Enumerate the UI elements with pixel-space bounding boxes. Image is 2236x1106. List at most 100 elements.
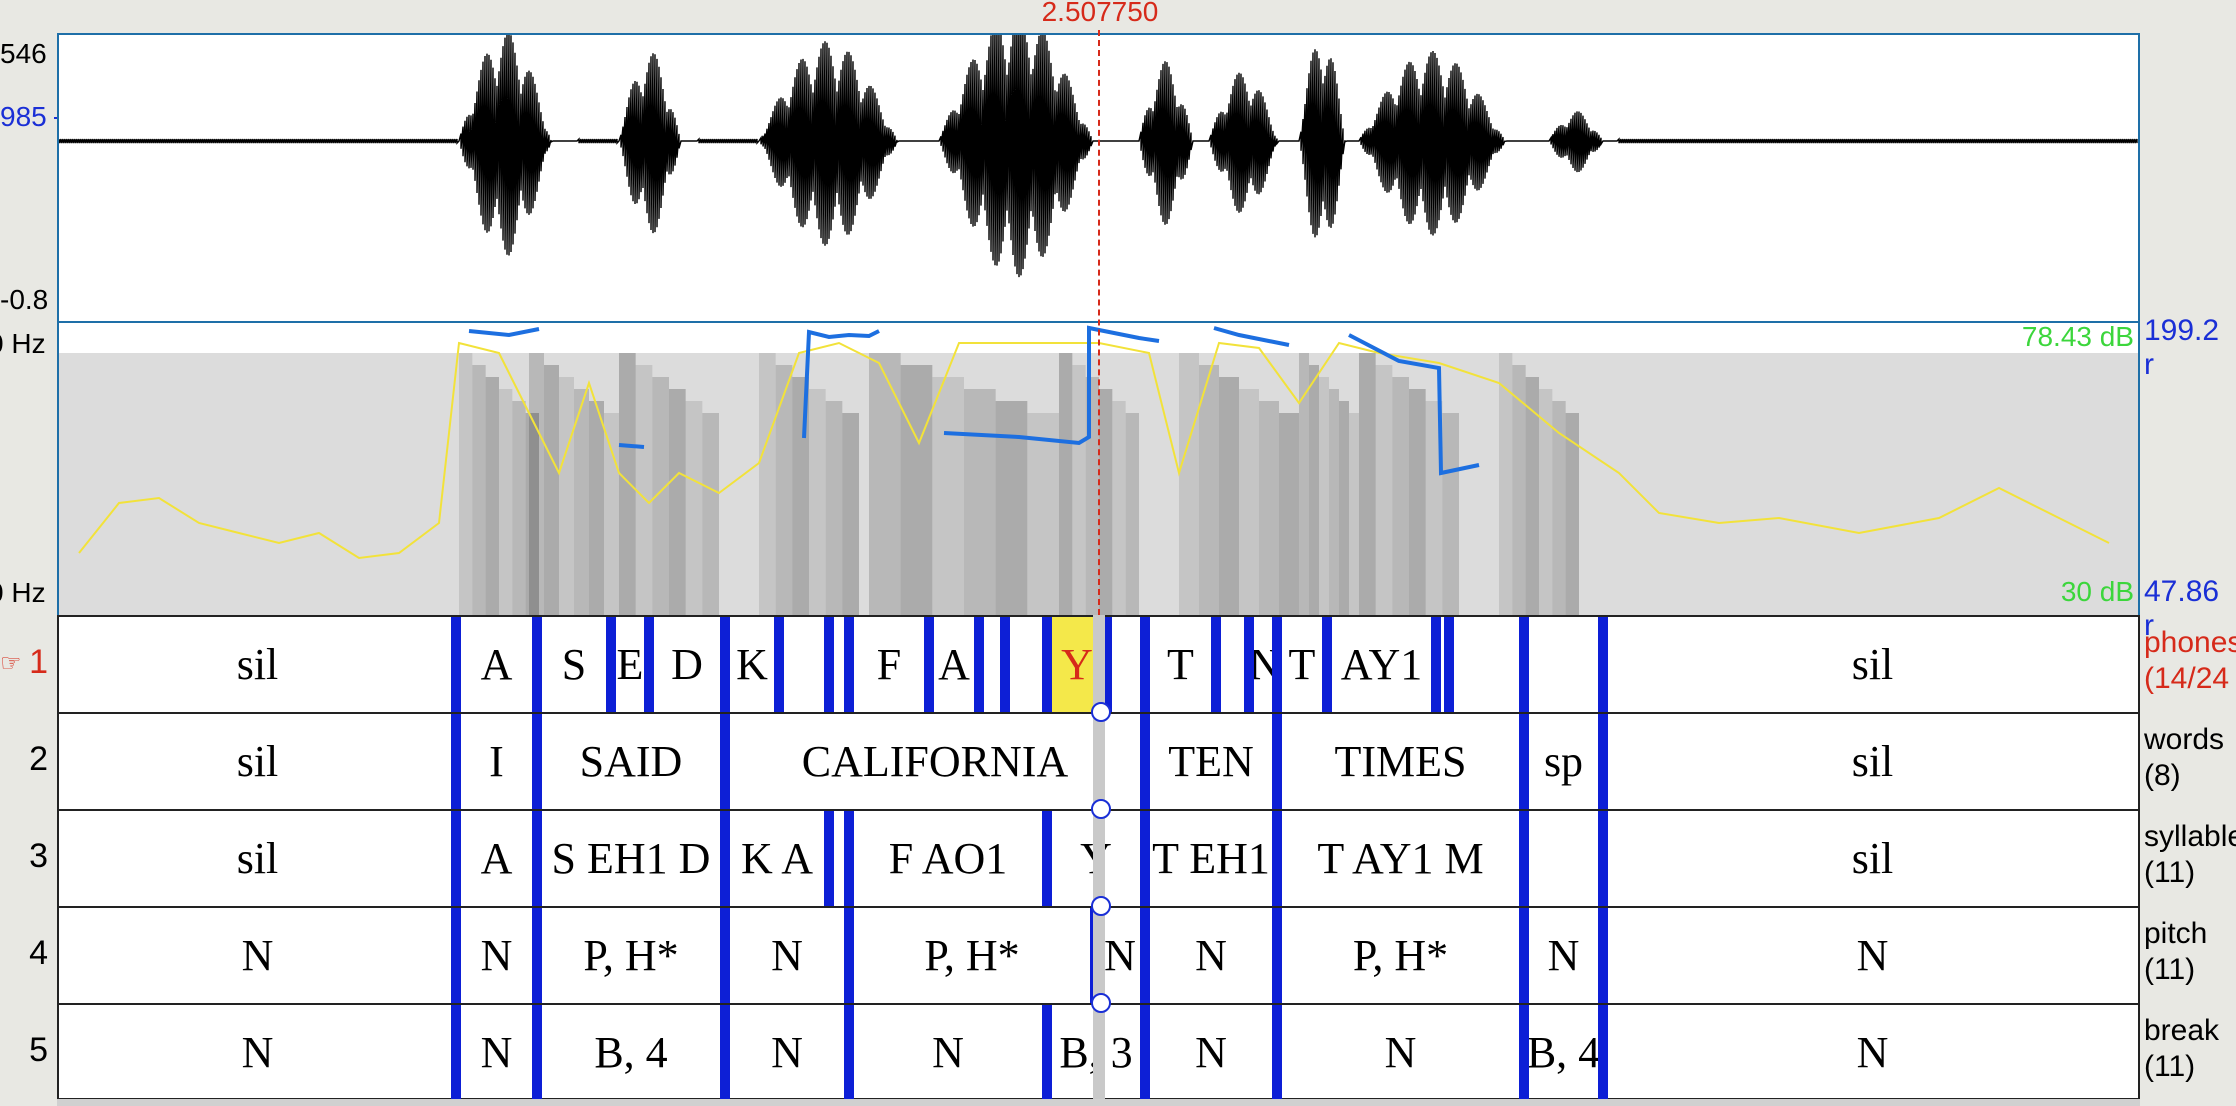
interval-label[interactable]	[1005, 617, 1047, 712]
interval-label[interactable]: P, H*	[1352, 931, 1449, 980]
interval-boundary[interactable]	[1519, 908, 1529, 1003]
tier-number[interactable]: 5	[29, 1031, 48, 1069]
tier-number[interactable]: 4	[29, 934, 48, 972]
interval-label[interactable]: TEN	[1168, 737, 1254, 786]
interval-label[interactable]: N	[1856, 1028, 1889, 1077]
interval-label[interactable]: S EH1 D	[551, 834, 711, 883]
tier-name-syllable[interactable]: syllable (11)	[2144, 819, 2236, 891]
tier-name-break[interactable]: break (11)	[2144, 1013, 2219, 1085]
interval-boundary[interactable]	[1272, 908, 1282, 1003]
tier-number[interactable]: 2	[29, 740, 48, 778]
interval-label[interactable]: N	[932, 1028, 964, 1077]
interval-boundary[interactable]	[532, 617, 542, 712]
interval-label[interactable]: K A	[740, 834, 814, 883]
interval-label[interactable]: sil	[236, 737, 279, 786]
interval-label[interactable]: E	[616, 640, 644, 689]
interval-boundary[interactable]	[1140, 617, 1150, 712]
interval-boundary[interactable]	[1042, 1005, 1052, 1100]
interval-boundary[interactable]	[532, 1005, 542, 1100]
interval-label[interactable]: N	[771, 1028, 803, 1077]
interval-boundary[interactable]	[844, 1005, 854, 1100]
interval-boundary[interactable]	[1140, 1005, 1150, 1100]
interval-label[interactable]: SAID	[579, 737, 683, 786]
interval-boundary[interactable]	[532, 811, 542, 906]
interval-boundary[interactable]	[720, 1005, 730, 1100]
interval-label[interactable]: P, H*	[924, 931, 1020, 980]
interval-label[interactable]: N	[241, 931, 274, 980]
interval-label[interactable]: N	[1856, 931, 1889, 980]
tier-name-words[interactable]: words (8)	[2144, 722, 2224, 794]
interval-boundary[interactable]	[1598, 1005, 1608, 1100]
interval-boundary[interactable]	[1211, 617, 1221, 712]
interval-label[interactable]: A	[480, 640, 513, 689]
interval-boundary[interactable]	[824, 811, 834, 906]
interval-boundary[interactable]	[1140, 811, 1150, 906]
interval-label[interactable]: K	[736, 640, 768, 689]
interval-boundary[interactable]	[451, 1005, 461, 1100]
interval-boundary[interactable]	[1140, 714, 1150, 809]
tier-name-pitch[interactable]: pitch (11)	[2144, 916, 2207, 988]
interval-label[interactable]: I	[489, 737, 504, 786]
interval-boundary[interactable]	[1244, 617, 1254, 712]
interval-label[interactable]: T EH1	[1152, 834, 1270, 883]
interval-label[interactable]: A	[480, 834, 513, 883]
interval-boundary[interactable]	[1140, 908, 1150, 1003]
interval-label[interactable]: N	[1384, 1028, 1417, 1077]
interval-label[interactable]: sil	[1851, 640, 1894, 689]
interval-boundary[interactable]	[644, 617, 654, 712]
interval-boundary[interactable]	[1519, 811, 1529, 906]
interval-boundary[interactable]	[1598, 714, 1608, 809]
interval-boundary[interactable]	[1598, 617, 1608, 712]
interval-label[interactable]: N	[1104, 931, 1136, 980]
interval-label[interactable]: F AO1	[888, 834, 1008, 883]
interval-label[interactable]: CALIFORNIA	[801, 737, 1069, 786]
interval-boundary[interactable]	[720, 908, 730, 1003]
interval-label[interactable]	[1449, 617, 1524, 712]
tier-name-phones[interactable]: phones (14/24	[2144, 625, 2236, 697]
tier-number[interactable]: 1	[29, 643, 48, 681]
interval-label[interactable]: N	[771, 931, 803, 980]
interval-boundary[interactable]	[1042, 811, 1052, 906]
interval-label[interactable]	[779, 617, 829, 712]
interval-label[interactable]: sil	[236, 640, 279, 689]
interval-label[interactable]: Y	[1061, 640, 1093, 689]
interval-boundary[interactable]	[720, 714, 730, 809]
interval-boundary[interactable]	[1000, 617, 1010, 712]
interval-boundary[interactable]	[1272, 617, 1282, 712]
interval-boundary[interactable]	[451, 617, 461, 712]
interval-boundary[interactable]	[844, 811, 854, 906]
interval-boundary[interactable]	[1431, 617, 1441, 712]
interval-boundary[interactable]	[824, 617, 834, 712]
interval-boundary[interactable]	[451, 908, 461, 1003]
interval-boundary[interactable]	[1042, 617, 1052, 712]
interval-label[interactable]: N	[1195, 931, 1227, 980]
interval-label[interactable]	[1524, 811, 1603, 906]
interval-label[interactable]: sil	[1851, 737, 1894, 786]
interval-label[interactable]: sil	[1851, 834, 1894, 883]
interval-boundary[interactable]	[774, 617, 784, 712]
interval-boundary[interactable]	[924, 617, 934, 712]
interval-boundary[interactable]	[1272, 811, 1282, 906]
interval-boundary[interactable]	[1519, 1005, 1529, 1100]
interval-boundary[interactable]	[1272, 714, 1282, 809]
interval-boundary[interactable]	[974, 617, 984, 712]
interval-label[interactable]: N	[480, 931, 513, 980]
interval-label[interactable]: T AY1 M	[1317, 834, 1484, 883]
interval-boundary[interactable]	[532, 714, 542, 809]
interval-label[interactable]: B, 4	[1526, 1028, 1601, 1077]
interval-label[interactable]: S	[561, 640, 587, 689]
interval-label[interactable]: sil	[236, 834, 279, 883]
interval-label[interactable]: T	[1288, 640, 1316, 689]
interval-label[interactable]	[1524, 617, 1603, 712]
interval-label[interactable]: N	[1195, 1028, 1227, 1077]
interval-label[interactable]: N	[1547, 931, 1580, 980]
interval-boundary[interactable]	[1322, 617, 1332, 712]
interval-boundary[interactable]	[1519, 617, 1529, 712]
interval-label[interactable]: A	[938, 640, 970, 689]
interval-label[interactable]: F	[876, 640, 902, 689]
interval-label[interactable]: N	[241, 1028, 274, 1077]
interval-boundary[interactable]	[1519, 714, 1529, 809]
interval-label[interactable]: AY1	[1340, 640, 1423, 689]
interval-boundary[interactable]	[1272, 1005, 1282, 1100]
interval-boundary[interactable]	[451, 714, 461, 809]
